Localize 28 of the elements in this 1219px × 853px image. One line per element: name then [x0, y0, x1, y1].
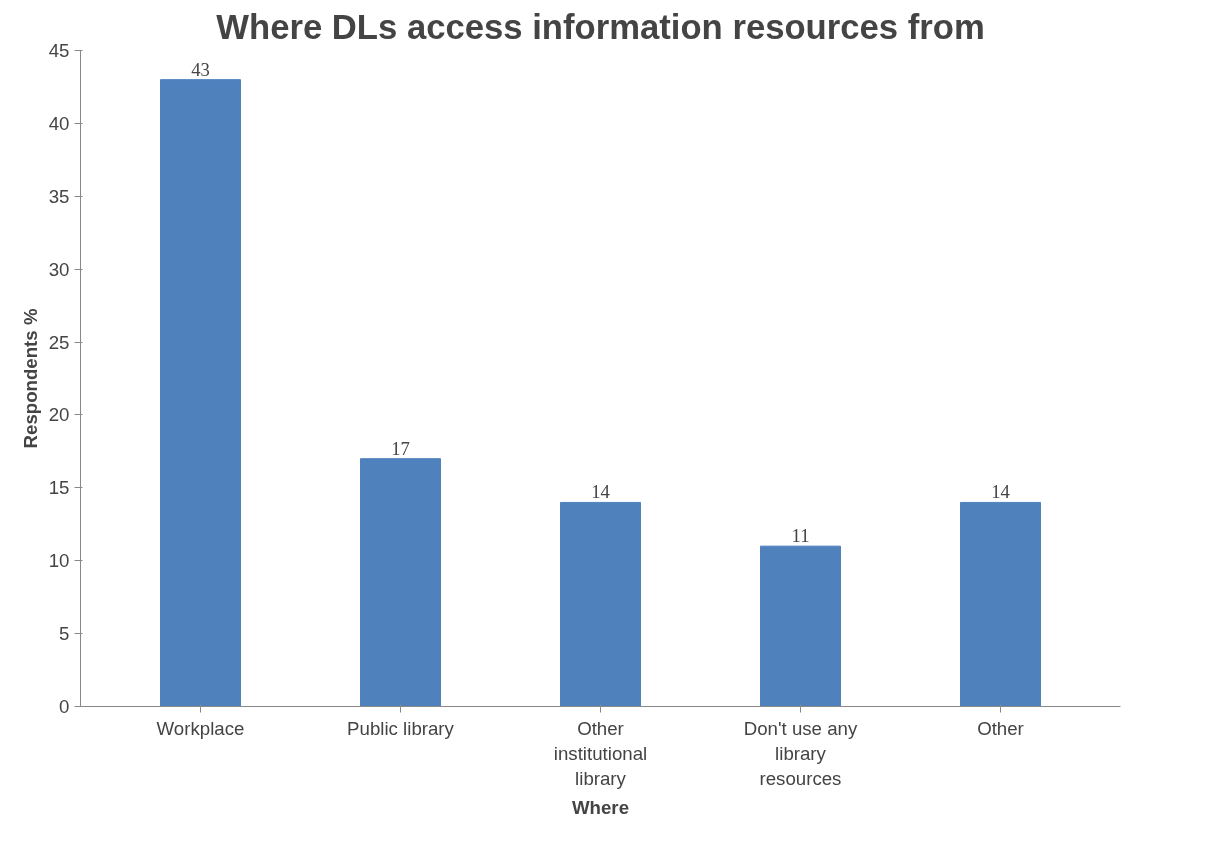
y-tick-label: 10	[48, 550, 70, 572]
data-label: 14	[991, 481, 1011, 503]
x-tick-label: Don't use any library resources	[743, 717, 858, 789]
y-axis-title: Respondents %	[19, 308, 41, 449]
y-tick-label: 20	[48, 404, 70, 426]
data-label: 14	[591, 481, 611, 503]
bar	[160, 79, 241, 707]
y-tick-label: 25	[48, 331, 70, 353]
y-tick-label: 0	[59, 696, 70, 717]
x-tick-label: Other institutional library	[553, 717, 648, 789]
x-tick-label: Other	[977, 717, 1024, 739]
bar	[360, 458, 441, 707]
x-axis-title: Where	[571, 796, 630, 818]
bar	[960, 501, 1041, 707]
x-tick-label: Workplace	[156, 717, 245, 739]
y-tick-label: 5	[59, 623, 70, 645]
chart-title: Where DLs access information resources from	[216, 7, 985, 46]
y-tick-label: 45	[48, 40, 70, 61]
y-tick-label: 40	[48, 112, 70, 134]
x-tick-label: Public library	[347, 717, 455, 739]
bar	[560, 501, 641, 707]
data-label: 43	[191, 58, 210, 80]
y-tick-label: 30	[48, 258, 70, 280]
data-label: 17	[391, 437, 410, 459]
y-tick-label: 35	[48, 185, 70, 207]
bar	[760, 545, 841, 707]
data-label: 11	[791, 525, 810, 547]
y-tick-label: 15	[48, 477, 70, 499]
